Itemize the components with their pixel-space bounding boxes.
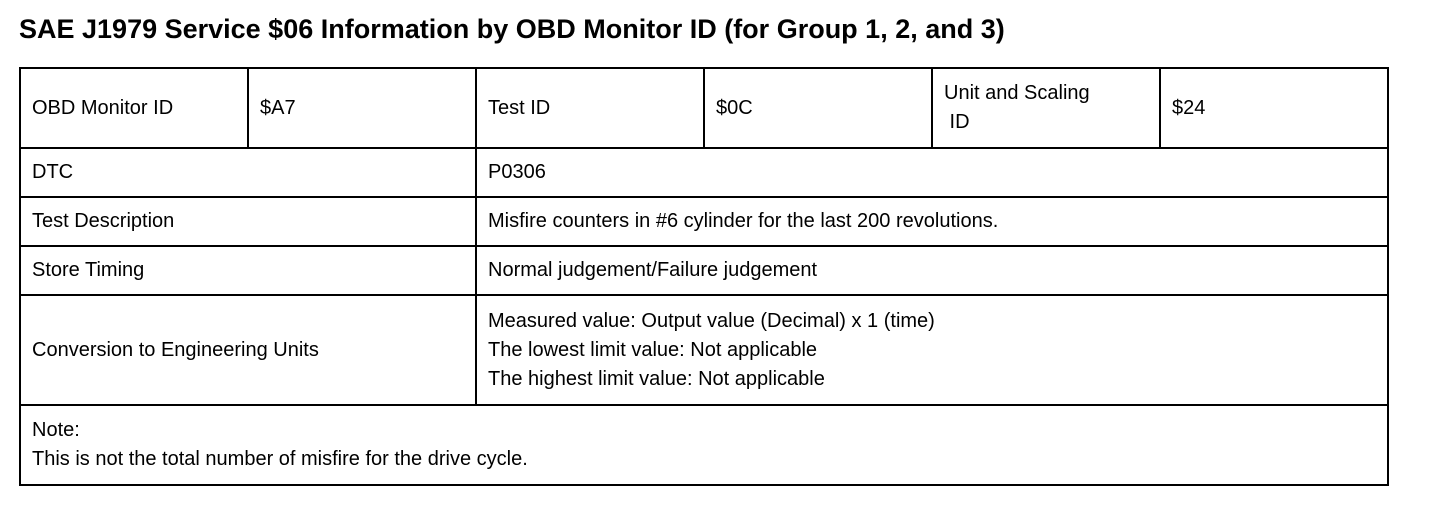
unit-label-line2: ID bbox=[944, 111, 970, 133]
monitor-id-value: $A7 bbox=[247, 67, 477, 149]
obd-info-table: OBD Monitor ID $A7 Test ID $0C Unit and … bbox=[19, 67, 1389, 486]
note-cell: Note: This is not the total number of mi… bbox=[19, 404, 1389, 486]
table-row: Test Description Misfire counters in #6 … bbox=[19, 196, 1389, 247]
note-text: This is not the total number of misfire … bbox=[32, 448, 528, 470]
test-id-value: $0C bbox=[703, 67, 933, 149]
note-label: Note: bbox=[32, 419, 80, 441]
table-row: DTC P0306 bbox=[19, 147, 1389, 198]
row-value: Misfire counters in #6 cylinder for the … bbox=[475, 196, 1389, 247]
unit-scaling-label: Unit and Scaling ID bbox=[931, 67, 1161, 149]
page-title: SAE J1979 Service $06 Information by OBD… bbox=[19, 14, 1005, 44]
row-label: Store Timing bbox=[19, 245, 477, 296]
conversion-line: The highest limit value: Not applicable bbox=[488, 367, 825, 390]
row-label: DTC bbox=[19, 147, 477, 198]
conversion-line: The lowest limit value: Not applicable bbox=[488, 338, 818, 361]
row-value: P0306 bbox=[475, 147, 1389, 198]
row-value: Normal judgement/Failure judgement bbox=[475, 245, 1389, 296]
note-row: Note: This is not the total number of mi… bbox=[19, 404, 1389, 486]
table-row: Conversion to Engineering Units Measured… bbox=[19, 294, 1389, 406]
monitor-id-label: OBD Monitor ID bbox=[19, 67, 249, 149]
table-row: Store Timing Normal judgement/Failure ju… bbox=[19, 245, 1389, 296]
test-id-label: Test ID bbox=[475, 67, 705, 149]
header-row: OBD Monitor ID $A7 Test ID $0C Unit and … bbox=[19, 67, 1389, 149]
conversion-line: Measured value: Output value (Decimal) x… bbox=[488, 309, 935, 332]
unit-scaling-value: $24 bbox=[1159, 67, 1389, 149]
row-label: Conversion to Engineering Units bbox=[19, 294, 477, 406]
row-value: Measured value: Output value (Decimal) x… bbox=[475, 294, 1389, 406]
row-label: Test Description bbox=[19, 196, 477, 247]
unit-label-line1: Unit and Scaling bbox=[944, 82, 1090, 104]
